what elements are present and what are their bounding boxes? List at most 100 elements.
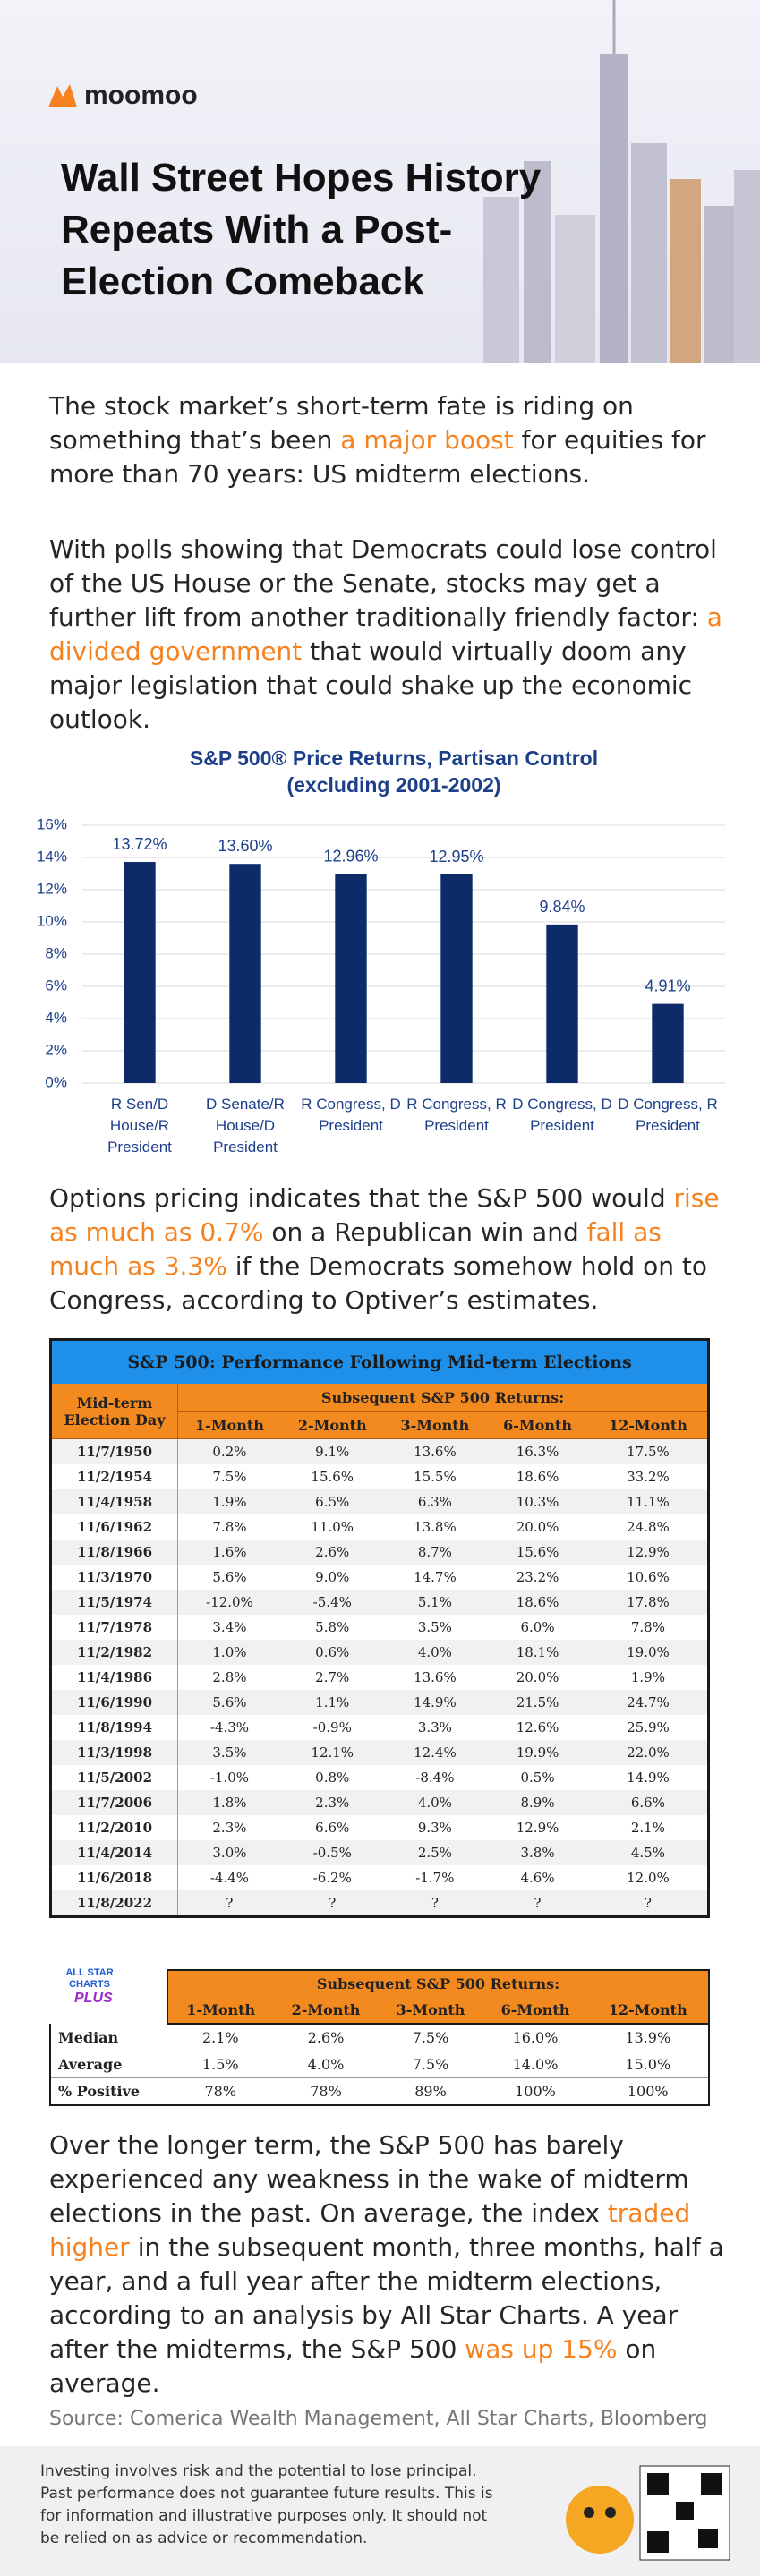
table-cell: 11/4/2014 xyxy=(50,1840,178,1865)
table-cell: 18.6% xyxy=(486,1590,589,1615)
table-cell: 11/2/1954 xyxy=(50,1464,178,1489)
column-header: 6-Month xyxy=(486,1411,589,1439)
table-row: 11/5/1974 -12.0% -5.4% 5.1% 18.6% 17.8% xyxy=(50,1590,709,1615)
table-cell: 11/5/2002 xyxy=(50,1765,178,1790)
y-tick-label: 12% xyxy=(37,880,67,897)
group-header: Subsequent S&P 500 Returns: xyxy=(167,1969,710,1997)
y-tick-label: 6% xyxy=(45,977,67,994)
table-row: 11/8/2022????? xyxy=(50,1890,709,1917)
paragraph: Over the longer term, the S&P 500 has ba… xyxy=(49,2128,730,2401)
table-cell: -0.5% xyxy=(280,1840,384,1865)
summary-cell: 100% xyxy=(482,2077,588,2106)
table-row: 11/3/1970 5.6% 9.0% 14.7% 23.2% 10.6% xyxy=(50,1565,709,1590)
column-header: 12-Month xyxy=(588,1411,709,1439)
table-row: 11/2/1982 1.0% 0.6% 4.0% 18.1% 19.0% xyxy=(50,1640,709,1665)
table-row: 11/7/2006 1.8% 2.3% 4.0% 8.9% 6.6% xyxy=(50,1790,709,1815)
text: on average. xyxy=(49,2334,657,2398)
table-cell: 22.0% xyxy=(588,1740,709,1765)
table-cell: 10.6% xyxy=(627,1569,670,1585)
highlight: rise as much as 0.7% xyxy=(49,1183,720,1247)
logo-badge: PLUS xyxy=(74,1991,113,2006)
table-cell: 12.9% xyxy=(516,1820,559,1836)
chart-area: S&P 500® Price Returns, Partisan Control… xyxy=(0,746,760,1177)
table-cell: ? xyxy=(486,1890,589,1917)
disclaimer: Investing involves risk and the potentia… xyxy=(40,2462,493,2547)
bar xyxy=(440,874,473,1083)
table-cell: 12.9% xyxy=(588,1540,709,1565)
summary-cell: 100% xyxy=(587,2077,710,2106)
table-cell: 11/3/1998 xyxy=(50,1740,178,1765)
table-row: 11/2/1954 7.5% 15.6% 15.5% 18.6% 33.2% xyxy=(50,1464,709,1489)
table-cell: 11.0% xyxy=(311,1519,354,1535)
table-cell: 6.0% xyxy=(520,1619,555,1635)
table-cell: 24.8% xyxy=(627,1519,670,1535)
allstar-logo: ALL STAR CHARTS PLUS xyxy=(49,1967,157,2019)
table-cell: 11/3/1970 xyxy=(50,1565,178,1590)
summary-cell: 15.0% xyxy=(587,2051,710,2078)
table-cell: 3.5% xyxy=(417,1619,452,1635)
table-row: 11/6/2018 -4.4% -6.2% -1.7% 4.6% 12.0% xyxy=(50,1865,709,1890)
table-cell: 18.1% xyxy=(486,1640,589,1665)
table-cell: 2.6% xyxy=(280,1540,384,1565)
y-tick-label: 0% xyxy=(45,1073,67,1090)
summary-cell: Median xyxy=(49,2024,167,2051)
table-cell: 15.5% xyxy=(414,1469,457,1485)
table-row: 11/5/2002 -1.0% 0.8% -8.4% 0.5% 14.9% xyxy=(50,1765,709,1790)
table-cell: -12.0% xyxy=(177,1590,281,1615)
table-row: 11/6/1990 5.6% 1.1% 14.9% 21.5% 24.7% xyxy=(50,1690,709,1715)
value-label: 12.95% xyxy=(429,848,483,866)
table-row: 11/4/1986 2.8% 2.7% 13.6% 20.0% 1.9% xyxy=(50,1665,709,1690)
table-cell: 3.4% xyxy=(212,1619,247,1635)
table-cell: -6.2% xyxy=(312,1870,352,1886)
table-cell: 4.5% xyxy=(588,1840,709,1865)
highlight: a major boost xyxy=(340,425,514,455)
value-label: 13.72% xyxy=(112,835,167,853)
value-label: 9.84% xyxy=(539,898,585,916)
table-cell: 0.6% xyxy=(280,1640,384,1665)
table-cell: 11.1% xyxy=(588,1489,709,1514)
summary-cell: Average xyxy=(49,2051,167,2078)
value-label: 12.96% xyxy=(323,848,378,866)
table-cell: 13.8% xyxy=(414,1519,457,1535)
column-header: 6-Month xyxy=(482,1997,588,2025)
table-cell: 9.1% xyxy=(280,1438,384,1464)
summary-cell: 1.5% xyxy=(167,2051,274,2078)
table-cell: 11/7/2006 xyxy=(50,1790,178,1815)
column-header: 1-Month xyxy=(167,1997,274,2025)
table-cell: ? xyxy=(177,1890,281,1917)
table-cell: 1.0% xyxy=(177,1640,281,1665)
logo-icon xyxy=(48,84,77,107)
table-cell: 0.2% xyxy=(177,1438,281,1464)
brand: moomoo xyxy=(84,81,198,110)
table-cell: 11/2/2010 xyxy=(50,1815,178,1840)
table-cell: 12.1% xyxy=(280,1740,384,1765)
table-cell: 16.3% xyxy=(486,1438,589,1464)
paragraph: Options pricing indicates that the S&P 5… xyxy=(49,1181,730,1318)
y-tick-label: 8% xyxy=(45,944,67,961)
group-header: Subsequent S&P 500 Returns: xyxy=(177,1384,709,1412)
text: Options pricing indicates that the S&P 5… xyxy=(49,1183,674,1213)
table-cell: 2.8% xyxy=(212,1669,247,1685)
table-row: 11/6/1962 7.8% 11.0% 13.8% 20.0% 24.8% xyxy=(50,1514,709,1540)
table-cell: 7.8% xyxy=(630,1619,665,1635)
table-cell: 24.7% xyxy=(588,1690,709,1715)
value-label: 4.91% xyxy=(645,977,690,995)
table-cell: 10.3% xyxy=(486,1489,589,1514)
table-row: 11/3/1998 3.5% 12.1% 12.4% 19.9% 22.0% xyxy=(50,1740,709,1765)
table-cell: 11/5/1974 xyxy=(50,1590,178,1615)
title-row: S&P 500: Performance Following Mid-term … xyxy=(50,1339,709,1384)
table-cell: 11/2/1982 xyxy=(50,1640,178,1665)
summary-cell: 2.6% xyxy=(273,2024,379,2051)
table-cell: 25.9% xyxy=(627,1719,670,1736)
table-row: 11/4/1958 1.9% 6.5% 6.3% 10.3% 11.1% xyxy=(50,1489,709,1514)
text: Over the longer term, the S&P 500 has ba… xyxy=(49,2130,689,2228)
table-cell: -1.7% xyxy=(415,1870,455,1886)
table-cell: 21.5% xyxy=(486,1690,589,1715)
table-cell: 11/8/2022 xyxy=(50,1890,178,1917)
table-cell: 23.2% xyxy=(516,1569,559,1585)
table-cell: 9.3% xyxy=(417,1820,452,1836)
summary-cell: % Positive xyxy=(49,2077,167,2106)
table-cell: 11/7/1978 xyxy=(50,1615,178,1640)
y-tick-label: 16% xyxy=(37,815,67,832)
table-cell: 3.0% xyxy=(177,1840,281,1865)
